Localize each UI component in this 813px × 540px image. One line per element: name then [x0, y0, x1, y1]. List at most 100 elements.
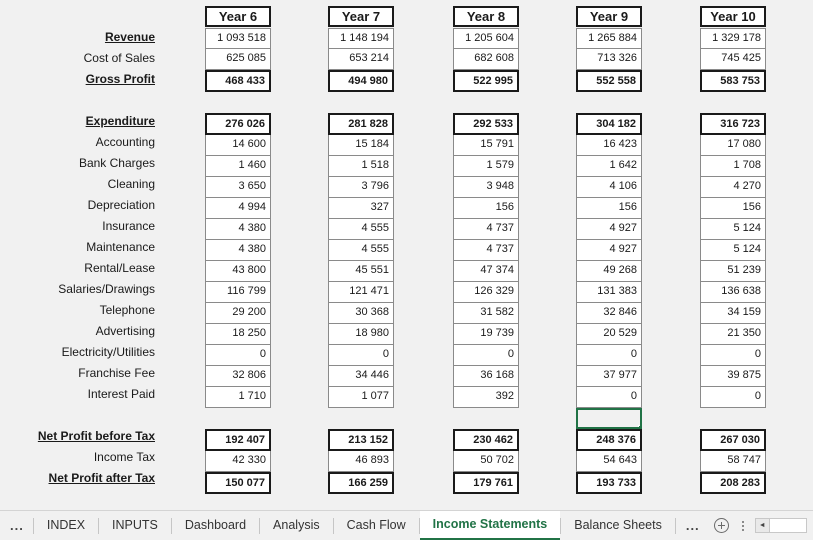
vertical-dots-icon[interactable]	[735, 512, 751, 540]
data-cell[interactable]: 29 200	[205, 303, 271, 324]
data-cell[interactable]: 682 608	[453, 49, 519, 70]
data-cell[interactable]: 1 710	[205, 387, 271, 408]
data-cell[interactable]: 131 383	[576, 282, 642, 303]
data-cell[interactable]: 42 330	[205, 451, 271, 472]
data-cell[interactable]: 4 737	[453, 219, 519, 240]
data-cell[interactable]: 1 329 178	[700, 28, 766, 49]
data-cell[interactable]: 192 407	[205, 429, 271, 451]
data-cell[interactable]: 316 723	[700, 113, 766, 135]
column-header[interactable]: Year 8	[453, 6, 519, 27]
data-cell[interactable]: 30 368	[328, 303, 394, 324]
data-cell[interactable]: 468 433	[205, 70, 271, 92]
data-cell[interactable]: 0	[700, 345, 766, 366]
data-cell[interactable]: 745 425	[700, 49, 766, 70]
data-cell[interactable]: 1 205 604	[453, 28, 519, 49]
data-cell[interactable]: 19 739	[453, 324, 519, 345]
column-header[interactable]: Year 9	[576, 6, 642, 27]
scrollbar-track[interactable]	[769, 519, 806, 532]
data-cell[interactable]: 1 642	[576, 156, 642, 177]
data-cell[interactable]: 4 737	[453, 240, 519, 261]
data-cell[interactable]: 34 446	[328, 366, 394, 387]
data-cell[interactable]: 0	[576, 345, 642, 366]
data-cell[interactable]: 208 283	[700, 472, 766, 494]
selected-cell[interactable]	[576, 408, 642, 429]
data-cell[interactable]: 552 558	[576, 70, 642, 92]
data-cell[interactable]: 17 080	[700, 135, 766, 156]
sheet-tabs[interactable]: INDEX INPUTS Dashboard Analysis Cash Flow Inc…	[34, 510, 675, 540]
data-cell[interactable]: 34 159	[700, 303, 766, 324]
data-cell[interactable]: 625 085	[205, 49, 271, 70]
sheet-tab-inputs[interactable]: INPUTS	[112, 518, 158, 532]
data-cell[interactable]: 49 268	[576, 261, 642, 282]
data-cell[interactable]: 1 708	[700, 156, 766, 177]
column-header[interactable]: Year 7	[328, 6, 394, 27]
data-cell[interactable]: 0	[453, 345, 519, 366]
data-cell[interactable]: 46 893	[328, 451, 394, 472]
column-header[interactable]: Year 6	[205, 6, 271, 27]
data-cell[interactable]: 121 471	[328, 282, 394, 303]
data-cell[interactable]: 248 376	[576, 429, 642, 451]
sheet-tab-analysis[interactable]: Analysis	[273, 518, 320, 532]
tab-overflow-right[interactable]: ...	[685, 517, 700, 533]
data-cell[interactable]: 116 799	[205, 282, 271, 303]
data-cell[interactable]: 281 828	[328, 113, 394, 135]
data-cell[interactable]: 18 980	[328, 324, 394, 345]
data-cell[interactable]: 4 555	[328, 240, 394, 261]
data-cell[interactable]: 18 250	[205, 324, 271, 345]
data-cell[interactable]: 0	[328, 345, 394, 366]
data-cell[interactable]: 20 529	[576, 324, 642, 345]
data-cell[interactable]: 1 077	[328, 387, 394, 408]
data-cell[interactable]: 193 733	[576, 472, 642, 494]
data-cell[interactable]: 0	[700, 387, 766, 408]
data-cell[interactable]: 126 329	[453, 282, 519, 303]
data-cell[interactable]: 3 948	[453, 177, 519, 198]
data-cell[interactable]: 51 239	[700, 261, 766, 282]
data-cell[interactable]: 1 093 518	[205, 28, 271, 49]
data-cell[interactable]: 1 148 194	[328, 28, 394, 49]
data-cell[interactable]: 5 124	[700, 219, 766, 240]
data-cell[interactable]: 292 533	[453, 113, 519, 135]
data-cell[interactable]: 213 152	[328, 429, 394, 451]
data-cell[interactable]: 21 350	[700, 324, 766, 345]
data-cell[interactable]: 43 800	[205, 261, 271, 282]
data-cell[interactable]: 156	[453, 198, 519, 219]
data-cell[interactable]: 4 555	[328, 219, 394, 240]
horizontal-scrollbar[interactable]: ◄	[754, 518, 807, 533]
sheet-tab-dashboard[interactable]: Dashboard	[184, 518, 247, 532]
data-cell[interactable]: 136 638	[700, 282, 766, 303]
add-sheet-button[interactable]	[709, 512, 735, 540]
data-cell[interactable]: 1 518	[328, 156, 394, 177]
data-cell[interactable]: 32 846	[576, 303, 642, 324]
data-cell[interactable]: 522 995	[453, 70, 519, 92]
data-cell[interactable]: 583 753	[700, 70, 766, 92]
data-cell[interactable]: 36 168	[453, 366, 519, 387]
data-cell[interactable]: 37 977	[576, 366, 642, 387]
data-cell[interactable]: 1 460	[205, 156, 271, 177]
data-cell[interactable]: 47 374	[453, 261, 519, 282]
data-cell[interactable]: 54 643	[576, 451, 642, 472]
data-cell[interactable]: 4 380	[205, 240, 271, 261]
data-cell[interactable]: 267 030	[700, 429, 766, 451]
scroll-left-arrow-icon[interactable]: ◄	[755, 519, 770, 532]
data-cell[interactable]: 50 702	[453, 451, 519, 472]
data-cell[interactable]: 15 791	[453, 135, 519, 156]
data-cell[interactable]: 0	[205, 345, 271, 366]
data-cell[interactable]: 156	[576, 198, 642, 219]
sheet-tab-balance-sheets[interactable]: Balance Sheets	[574, 518, 662, 532]
data-cell[interactable]: 4 927	[576, 240, 642, 261]
worksheet-grid[interactable]: Revenue Cost of Sales Gross Profit Expendit…	[0, 0, 813, 510]
data-cell[interactable]: 4 994	[205, 198, 271, 219]
data-cell[interactable]: 304 182	[576, 113, 642, 135]
sheet-tab-income-statements[interactable]: Income Statements	[419, 510, 561, 540]
data-cell[interactable]: 713 326	[576, 49, 642, 70]
data-cell[interactable]: 166 259	[328, 472, 394, 494]
data-cell[interactable]: 327	[328, 198, 394, 219]
data-cell[interactable]: 4 380	[205, 219, 271, 240]
column-header[interactable]: Year 10	[700, 6, 766, 27]
data-cell[interactable]: 4 270	[700, 177, 766, 198]
sheet-tab-index[interactable]: INDEX	[46, 518, 86, 532]
data-cell[interactable]: 14 600	[205, 135, 271, 156]
sheet-tab-bar[interactable]: ... INDEX INPUTS Dashboard Analysis Cash Flo…	[0, 510, 813, 540]
data-cell[interactable]: 156	[700, 198, 766, 219]
data-cell[interactable]: 0	[576, 387, 642, 408]
